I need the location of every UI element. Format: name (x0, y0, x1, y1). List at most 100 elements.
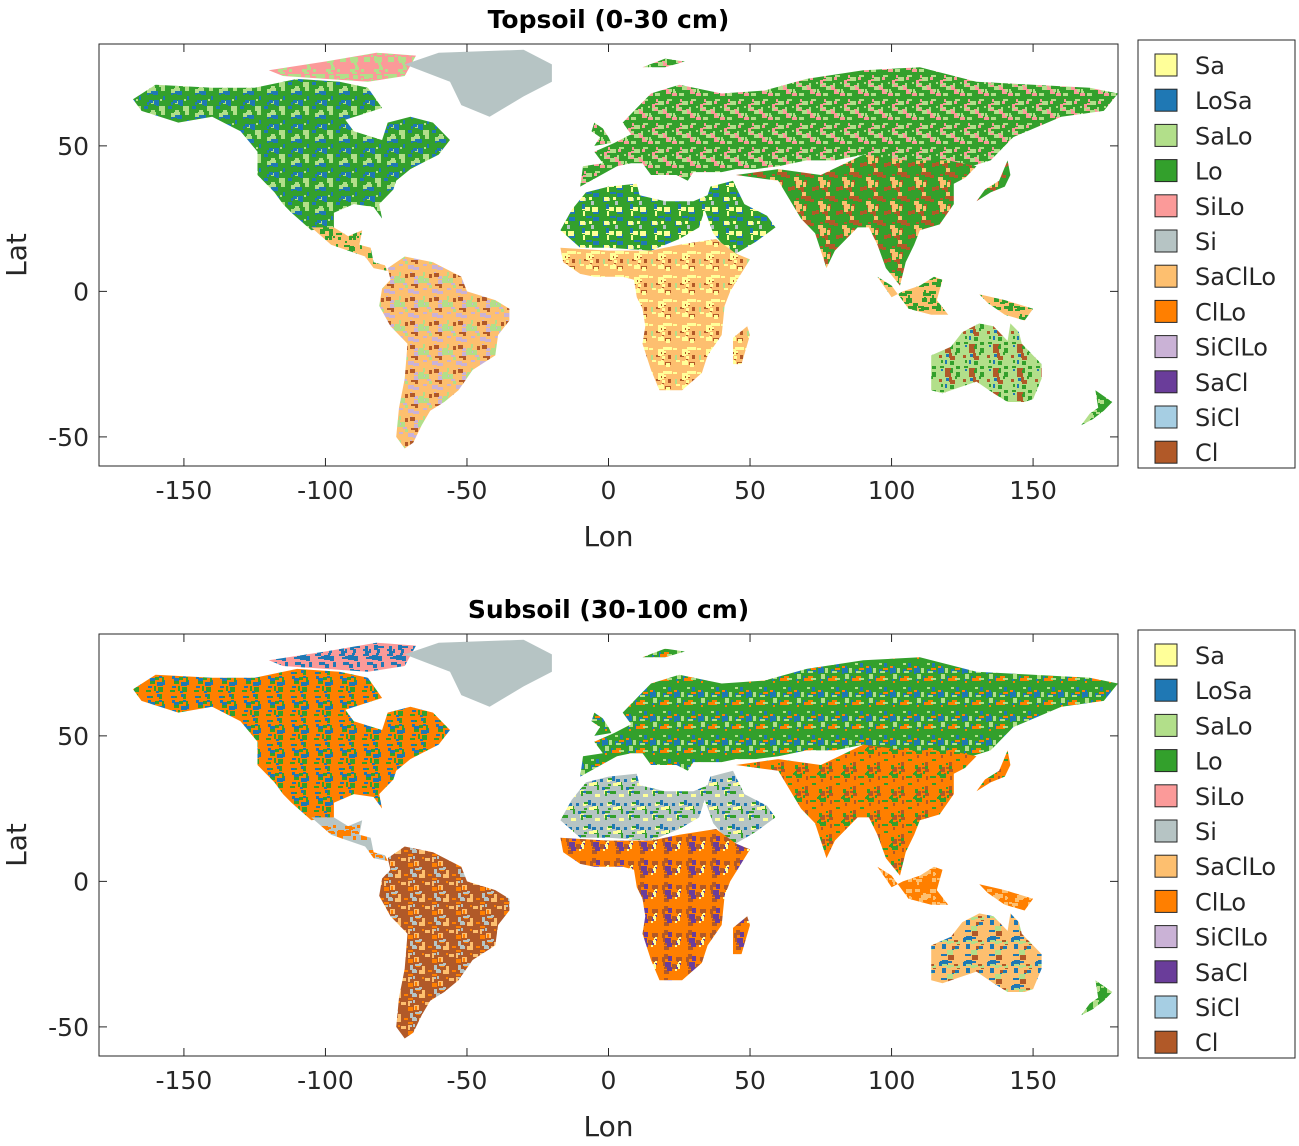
topsoil-legend: Sa LoSa SaLo Lo SiLo Si SaClLo ClLo SiClLo SaCl Si… (1137, 39, 1296, 469)
topsoil-legend-swatch-sacllo (1154, 264, 1178, 288)
subsoil-land-great-britain (591, 712, 612, 736)
topsoil-legend-label-sicllo: SiClLo (1195, 334, 1268, 362)
topsoil-land-svalbard (642, 58, 685, 68)
topsoil-x-axis: -150 -100 -50 0 50 100 150 (156, 44, 1057, 505)
topsoil-land-australia (931, 323, 1042, 402)
topsoil-land-sub-saharan-africa (560, 239, 750, 391)
topsoil-legend-swatch-losa (1154, 88, 1178, 112)
subsoil-legend-swatch-sicl (1154, 995, 1178, 1019)
topsoil-land-europe-and-russia (580, 67, 1118, 187)
topsoil-legend-label-silo: SiLo (1195, 193, 1245, 221)
subsoil-legend-swatch-cllo (1154, 889, 1178, 913)
subsoil-y-tick-label: -50 (48, 1013, 89, 1042)
subsoil-y-axis-label: Lat (0, 823, 33, 867)
subsoil-legend-label-lo: Lo (1195, 748, 1223, 776)
topsoil-land-papua (979, 294, 1034, 321)
subsoil-legend-label-si: Si (1195, 818, 1217, 846)
topsoil-legend-swatch-salo (1154, 123, 1178, 147)
subsoil-legend-swatch-sacl (1154, 960, 1178, 984)
subsoil-legend-swatch-salo (1154, 713, 1178, 737)
subsoil-land-layer (133, 639, 1118, 1039)
subsoil-y-tick-label: 50 (57, 722, 89, 751)
subsoil-panel: Subsoil (30-100 cm) -150 -100 -50 0 50 100 150 5… (0, 590, 1299, 1143)
subsoil-map-title: Subsoil (30-100 cm) (468, 595, 749, 624)
topsoil-y-axis: 50 0 -50 (48, 132, 1118, 452)
subsoil-legend-swatch-cl (1154, 1030, 1178, 1054)
subsoil-land-canadian-arctic (268, 642, 416, 672)
subsoil-x-axis: -150 -100 -50 0 50 100 150 (156, 634, 1057, 1095)
subsoil-land-south-america (379, 846, 510, 1039)
subsoil-x-tick-label: 0 (601, 1066, 617, 1095)
topsoil-land-north-america (133, 78, 450, 231)
topsoil-x-tick-label: 100 (868, 476, 916, 505)
topsoil-land-south-america (379, 256, 510, 449)
topsoil-land-south-and-east-asia (735, 154, 977, 286)
topsoil-x-tick-label: -50 (447, 476, 488, 505)
topsoil-legend-swatch-sa (1154, 53, 1178, 77)
topsoil-land-madagascar (733, 326, 750, 365)
topsoil-legend-swatch-sicl (1154, 405, 1178, 429)
topsoil-legend-label-cllo: ClLo (1195, 298, 1246, 326)
topsoil-legend-swatch-silo (1154, 194, 1178, 218)
topsoil-land-layer (133, 49, 1118, 449)
subsoil-land-papua (979, 884, 1034, 911)
topsoil-legend-label-sicl: SiCl (1195, 404, 1240, 432)
topsoil-legend-swatch-sicllo (1154, 335, 1178, 359)
subsoil-legend-swatch-si (1154, 819, 1178, 843)
subsoil-land-north-africa-and-middle-east (560, 770, 776, 844)
topsoil-legend-label-losa: LoSa (1195, 87, 1253, 115)
subsoil-legend-swatch-sacllo (1154, 854, 1178, 878)
topsoil-land-central-america (311, 227, 388, 271)
subsoil-legend-label-sicl: SiCl (1195, 994, 1240, 1022)
topsoil-legend-label-salo: SaLo (1195, 122, 1253, 150)
topsoil-x-tick-label: 150 (1009, 476, 1057, 505)
topsoil-legend-label-lo: Lo (1195, 158, 1223, 186)
subsoil-land-australia (931, 913, 1042, 992)
subsoil-legend: Sa LoSa SaLo Lo SiLo Si SaClLo ClLo SiClLo SaCl Si… (1137, 629, 1296, 1059)
topsoil-land-great-britain (591, 122, 612, 146)
subsoil-legend-swatch-losa (1154, 678, 1178, 702)
subsoil-y-axis: 50 0 -50 (48, 722, 1118, 1042)
subsoil-legend-label-sicllo: SiClLo (1195, 924, 1268, 952)
subsoil-land-japan (976, 750, 1011, 792)
subsoil-x-tick-label: 150 (1009, 1066, 1057, 1095)
topsoil-legend-label-sacllo: SaClLo (1195, 263, 1276, 291)
subsoil-legend-label-sacl: SaCl (1195, 959, 1248, 987)
subsoil-legend-label-losa: LoSa (1195, 677, 1253, 705)
subsoil-legend-label-cllo: ClLo (1195, 888, 1246, 916)
subsoil-land-central-america (311, 817, 388, 861)
subsoil-legend-label-salo: SaLo (1195, 712, 1253, 740)
topsoil-y-tick-label: -50 (48, 423, 89, 452)
subsoil-legend-label-sacllo: SaClLo (1195, 853, 1276, 881)
subsoil-legend-label-silo: SiLo (1195, 783, 1245, 811)
topsoil-legend-label-sacl: SaCl (1195, 369, 1248, 397)
subsoil-land-south-and-east-asia (735, 744, 977, 876)
topsoil-y-tick-label: 50 (57, 132, 89, 161)
topsoil-land-north-africa-and-middle-east (560, 180, 776, 254)
topsoil-legend-swatch-lo (1154, 159, 1178, 183)
subsoil-land-north-america (133, 668, 450, 821)
subsoil-map-figure: Subsoil (30-100 cm) -150 -100 -50 0 50 100 150 5… (0, 595, 1296, 1143)
topsoil-x-tick-label: 0 (601, 476, 617, 505)
subsoil-land-greenland (404, 639, 552, 707)
subsoil-x-tick-label: 100 (868, 1066, 916, 1095)
topsoil-legend-swatch-cllo (1154, 299, 1178, 323)
subsoil-legend-swatch-silo (1154, 784, 1178, 808)
subsoil-land-madagascar (733, 916, 750, 955)
topsoil-legend-label-sa: Sa (1195, 52, 1225, 80)
subsoil-x-axis-label: Lon (584, 1110, 634, 1142)
subsoil-x-tick-label: -50 (447, 1066, 488, 1095)
topsoil-x-tick-label: -150 (156, 476, 213, 505)
topsoil-x-tick-label: -100 (297, 476, 354, 505)
topsoil-map-title: Topsoil (0-30 cm) (488, 5, 730, 34)
topsoil-legend-label-si: Si (1195, 228, 1217, 256)
subsoil-legend-label-cl: Cl (1195, 1029, 1218, 1057)
topsoil-y-tick-label: 0 (73, 277, 89, 306)
subsoil-land-southeast-asian-islands (877, 866, 949, 905)
subsoil-x-tick-label: 50 (734, 1066, 766, 1095)
topsoil-land-southeast-asian-islands (877, 276, 949, 315)
subsoil-x-tick-label: -100 (297, 1066, 354, 1095)
topsoil-land-japan (976, 160, 1011, 202)
subsoil-legend-swatch-lo (1154, 749, 1178, 773)
topsoil-panel: Topsoil (0-30 cm) -150 -100 -50 0 50 100 150 50 0… (0, 5, 1296, 553)
